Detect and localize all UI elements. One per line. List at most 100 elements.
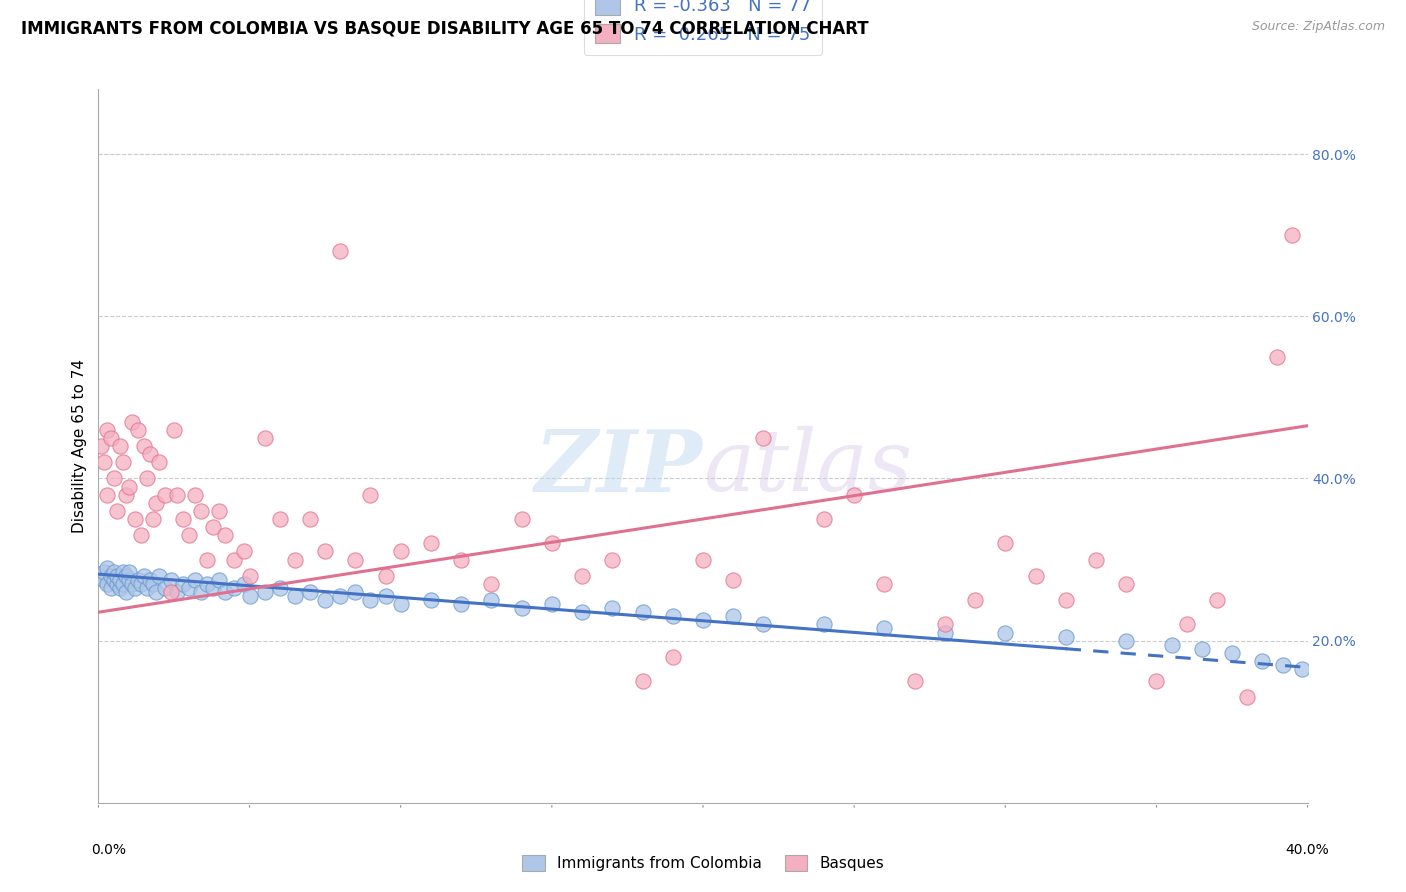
Point [124, 581, 146, 595]
Point [389, 544, 412, 558]
Point [360, 593, 382, 607]
Point [214, 585, 236, 599]
Text: 40.0%: 40.0% [1285, 843, 1329, 857]
Point [389, 597, 412, 611]
Point [100, 581, 122, 595]
Point [232, 577, 254, 591]
Point [253, 585, 276, 599]
Point [571, 568, 593, 582]
Point [108, 573, 131, 587]
Point [1115, 577, 1137, 591]
Point [1236, 690, 1258, 705]
Point [111, 565, 134, 579]
Point [269, 512, 291, 526]
Point [481, 593, 503, 607]
Point [90, 439, 112, 453]
Point [1024, 568, 1046, 582]
Point [420, 593, 443, 607]
Point [661, 609, 683, 624]
Point [844, 488, 866, 502]
Point [1085, 552, 1108, 566]
Point [163, 423, 186, 437]
Point [510, 601, 533, 615]
Point [1054, 593, 1077, 607]
Point [118, 565, 141, 579]
Point [269, 581, 291, 595]
Point [93, 573, 115, 587]
Text: IMMIGRANTS FROM COLOMBIA VS BASQUE DISABILITY AGE 65 TO 74 CORRELATION CHART: IMMIGRANTS FROM COLOMBIA VS BASQUE DISAB… [21, 20, 869, 37]
Point [135, 581, 157, 595]
Point [994, 536, 1017, 550]
Point [105, 504, 128, 518]
Point [93, 455, 115, 469]
Point [1206, 593, 1229, 607]
Point [172, 577, 194, 591]
Point [360, 488, 382, 502]
Point [129, 577, 152, 591]
Point [105, 577, 128, 591]
Point [510, 512, 533, 526]
Point [184, 488, 207, 502]
Point [127, 573, 149, 587]
Point [994, 625, 1017, 640]
Point [118, 573, 141, 587]
Point [631, 674, 654, 689]
Point [127, 423, 149, 437]
Point [1220, 646, 1243, 660]
Point [172, 512, 194, 526]
Point [190, 504, 212, 518]
Point [96, 560, 118, 574]
Point [124, 512, 146, 526]
Point [232, 544, 254, 558]
Point [103, 471, 125, 485]
Point [540, 597, 562, 611]
Point [692, 552, 714, 566]
Point [481, 577, 503, 591]
Point [208, 573, 231, 587]
Point [224, 581, 246, 595]
Point [111, 577, 134, 591]
Point [239, 589, 262, 603]
Point [602, 601, 624, 615]
Point [214, 528, 236, 542]
Point [934, 625, 956, 640]
Point [420, 536, 443, 550]
Point [100, 431, 122, 445]
Point [329, 589, 352, 603]
Point [284, 589, 307, 603]
Point [1160, 638, 1182, 652]
Point [139, 447, 162, 461]
Point [813, 512, 835, 526]
Point [813, 617, 835, 632]
Point [1191, 641, 1213, 656]
Point [661, 649, 683, 664]
Point [299, 512, 322, 526]
Point [121, 577, 143, 591]
Point [114, 568, 136, 582]
Point [224, 552, 246, 566]
Point [1272, 657, 1295, 672]
Text: 0.0%: 0.0% [91, 843, 127, 857]
Point [239, 568, 262, 582]
Text: atlas: atlas [703, 426, 912, 508]
Point [752, 431, 775, 445]
Point [344, 552, 367, 566]
Point [160, 573, 183, 587]
Point [571, 605, 593, 619]
Point [202, 581, 225, 595]
Point [374, 568, 396, 582]
Point [142, 577, 165, 591]
Point [284, 552, 307, 566]
Point [114, 585, 136, 599]
Point [1175, 617, 1198, 632]
Point [148, 568, 170, 582]
Point [129, 528, 152, 542]
Point [450, 552, 472, 566]
Point [103, 573, 125, 587]
Point [184, 573, 207, 587]
Text: Source: ZipAtlas.com: Source: ZipAtlas.com [1251, 20, 1385, 33]
Point [314, 593, 336, 607]
Point [692, 613, 714, 627]
Point [121, 415, 143, 429]
Point [96, 423, 118, 437]
